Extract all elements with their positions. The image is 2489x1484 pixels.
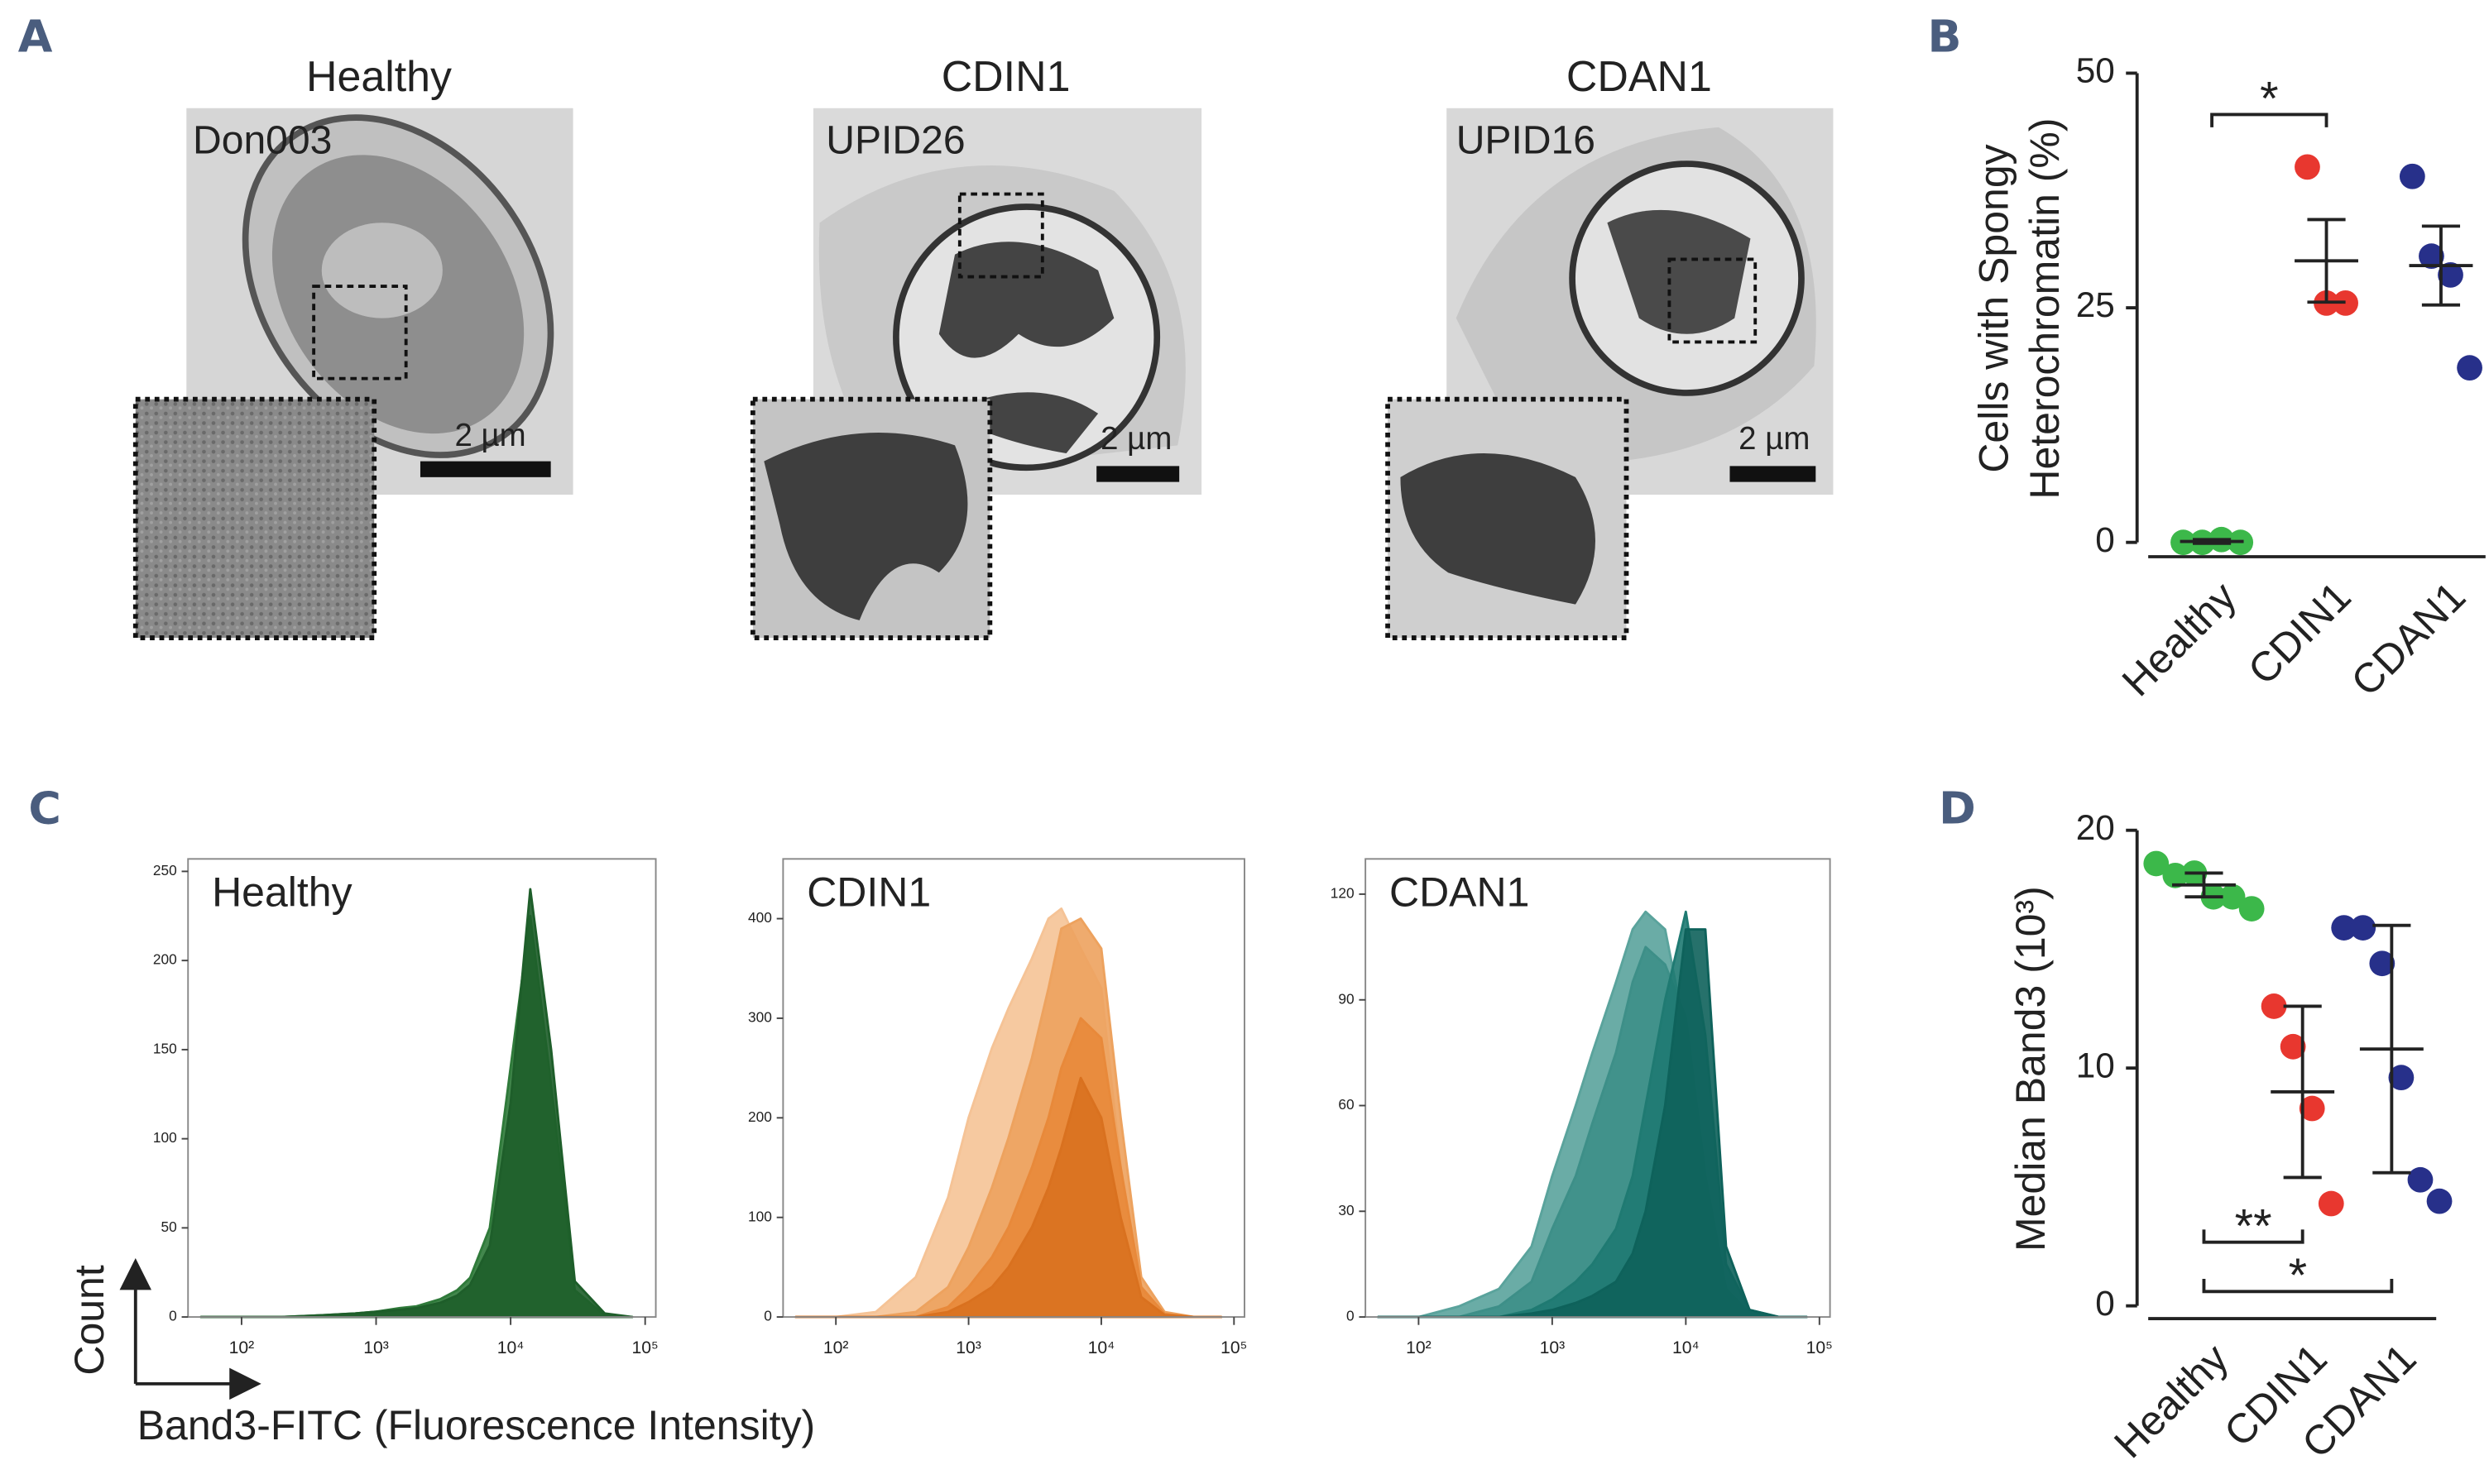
chart-title: Healthy [212, 869, 352, 916]
data-point [2438, 261, 2463, 288]
y-tick-label: 90 [1338, 990, 1354, 1007]
shared-y-label: Count [66, 1265, 113, 1375]
micrograph-healthy [132, 108, 573, 640]
scale-bar-label: 2 µm [1738, 421, 1810, 457]
x-tick-label: 10⁴ [1672, 1338, 1700, 1357]
y-tick-label: 50 [161, 1218, 177, 1235]
y-tick-label: 300 [748, 1009, 772, 1026]
plot-frame [187, 858, 657, 1319]
data-point [2369, 950, 2395, 977]
panel-label: D [1939, 782, 1976, 834]
shared-x-label: Band3-FITC (Fluorescence Intensity) [137, 1402, 815, 1448]
x-tick-label: 10² [823, 1338, 849, 1357]
sample-id: UPID26 [826, 118, 965, 163]
x-tick-label: 10⁴ [497, 1338, 525, 1357]
y-tick-label: 250 [153, 862, 177, 878]
x-tick-label: Healthy [2113, 573, 2245, 705]
plot-frame [1364, 858, 1831, 1319]
panel-label: C [28, 782, 61, 834]
x-tick-label: 10⁵ [1806, 1338, 1833, 1357]
data-point [2407, 1166, 2434, 1193]
chart-title: CDAN1 [1389, 869, 1529, 916]
data-point [2219, 883, 2246, 910]
micrograph-cdan1 [1385, 108, 1834, 640]
y-tick-label: 200 [153, 951, 177, 968]
data-point [2350, 915, 2376, 941]
image-title: CDIN1 [942, 53, 1071, 101]
y-tick-label: 20 [2076, 808, 2115, 847]
data-point [2388, 1065, 2415, 1091]
significance-label: * [2289, 1249, 2307, 1302]
data-point [2426, 1188, 2453, 1214]
x-tick-label: 10³ [363, 1338, 389, 1357]
image-title: CDAN1 [1566, 53, 1712, 101]
y-tick-label: 120 [1331, 884, 1355, 901]
y-tick-label: 25 [2076, 285, 2115, 324]
y-tick-label: 30 [1338, 1202, 1354, 1218]
data-point [2162, 862, 2189, 888]
y-axis-label: Heterochromatin (%) [2021, 117, 2068, 499]
image-title: Healthy [306, 53, 452, 101]
x-tick-label: CDAN1 [2343, 573, 2474, 705]
x-tick-label: 10³ [956, 1338, 981, 1357]
x-tick-label: 10⁵ [1221, 1338, 1247, 1357]
x-tick-label: CDIN1 [2239, 573, 2360, 694]
y-tick-label: 0 [169, 1308, 177, 1324]
micrograph-cdin1 [750, 108, 1202, 640]
panel-label: B [1928, 11, 1962, 63]
x-tick-label: 10² [229, 1338, 255, 1357]
sample-id: Don003 [193, 118, 332, 163]
y-tick-label: 0 [1346, 1308, 1355, 1324]
data-point [2318, 1190, 2344, 1217]
histogram-area [1377, 945, 1808, 1319]
panel-label: A [18, 11, 53, 63]
data-point [2261, 993, 2287, 1019]
data-point [2399, 163, 2425, 189]
y-tick-label: 150 [153, 1040, 177, 1056]
y-tick-label: 400 [748, 909, 772, 926]
data-point [2419, 243, 2444, 270]
data-point [2299, 1095, 2325, 1122]
x-tick-label: 10³ [1540, 1338, 1566, 1357]
y-tick-label: 100 [153, 1129, 177, 1146]
histogram-area [199, 888, 634, 1319]
significance-bracket [2202, 1229, 2304, 1244]
y-axis-label: Median Band3 (10³) [2007, 886, 2054, 1252]
sample-id: UPID16 [1456, 118, 1595, 163]
significance-bracket [2210, 112, 2328, 127]
data-point [2280, 1033, 2306, 1060]
chart-title: CDIN1 [807, 869, 931, 916]
y-tick-label: 0 [2095, 1284, 2115, 1323]
y-tick-label: 10 [2076, 1046, 2115, 1084]
significance-label: ** [2235, 1200, 2272, 1253]
data-point [2143, 850, 2170, 877]
data-point [2238, 896, 2265, 922]
y-tick-label: 200 [748, 1108, 772, 1125]
data-point [2295, 154, 2320, 180]
data-point [2331, 915, 2357, 941]
x-tick-label: 10² [1406, 1338, 1432, 1357]
scale-bar-label: 2 µm [454, 418, 525, 453]
x-tick-label: 10⁵ [632, 1338, 659, 1357]
y-tick-label: 0 [2095, 520, 2115, 559]
x-tick-label: 10⁴ [1088, 1338, 1115, 1357]
scale-bar-label: 2 µm [1101, 421, 1172, 457]
y-tick-label: 60 [1338, 1096, 1354, 1113]
y-axis-label: Cells with Spongy [1971, 144, 2017, 472]
y-tick-label: 100 [748, 1208, 772, 1224]
y-tick-label: 0 [764, 1308, 772, 1324]
significance-bracket [2202, 1278, 2394, 1294]
plot-frame [782, 858, 1245, 1319]
y-tick-label: 50 [2076, 51, 2115, 90]
data-point [2457, 355, 2482, 381]
significance-label: * [2260, 72, 2278, 125]
x-tick-label: Healthy [2105, 1335, 2237, 1467]
